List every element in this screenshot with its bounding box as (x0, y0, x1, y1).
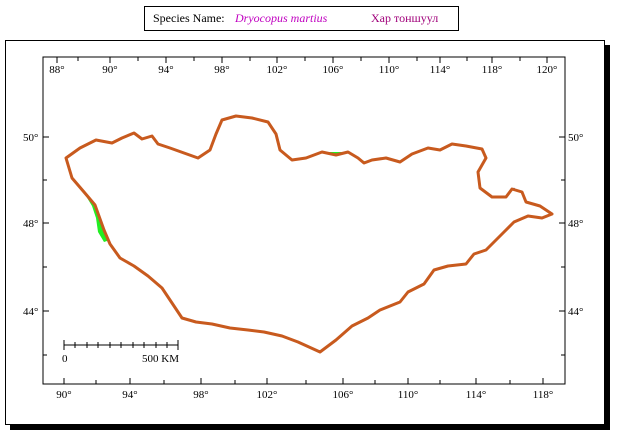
tick-label: 44° (568, 306, 583, 318)
tick-label: 90° (56, 389, 71, 401)
tick-label: 110° (379, 64, 400, 76)
tick-label: 90° (102, 64, 117, 76)
tick-label: 110° (398, 389, 419, 401)
tick-label: 94° (122, 389, 137, 401)
bottom-longitude-labels: 90° 94° 98° 102° 106° 110° 114° 118° (56, 389, 553, 401)
tick-label: 118° (533, 389, 554, 401)
tick-label: 88° (49, 64, 64, 76)
tick-label: 94° (158, 64, 173, 76)
tick-label: 114° (430, 64, 451, 76)
tick-label: 118° (482, 64, 503, 76)
top-longitude-labels: 88° 90° 94° 98° 102° 106° 110° 114° 118°… (49, 64, 557, 76)
species-name-label: Species Name: (153, 11, 225, 25)
local-name: Хар тоншуул (371, 11, 439, 25)
country-border (64, 114, 554, 354)
scale-end-label: 500 KM (142, 353, 179, 365)
tick-label: 48° (23, 218, 38, 230)
tick-label: 102° (267, 64, 288, 76)
scale-bar (63, 340, 179, 350)
scale-start-label: 0 (62, 353, 68, 365)
tick-label: 50° (568, 132, 583, 144)
tick-label: 98° (214, 64, 229, 76)
tick-label: 106° (333, 389, 354, 401)
map-inner-border (42, 56, 566, 385)
species-title-box: Species Name: Dryocopus martius Хар тонш… (144, 6, 459, 31)
tick-label: 50° (23, 132, 38, 144)
tick-label: 98° (193, 389, 208, 401)
tick-label: 48° (568, 218, 583, 230)
scientific-name: Dryocopus martius (235, 11, 328, 25)
right-latitude-labels: 50° 48° 44° (568, 132, 583, 318)
tick-label: 106° (323, 64, 344, 76)
side-ticks (43, 136, 565, 356)
left-latitude-labels: 50° 48° 44° (23, 132, 38, 318)
top-ticks (56, 57, 548, 63)
tick-label: 120° (537, 64, 558, 76)
tick-label: 44° (23, 306, 38, 318)
tick-label: 102° (257, 389, 278, 401)
bottom-ticks (63, 378, 544, 384)
tick-label: 114° (466, 389, 487, 401)
